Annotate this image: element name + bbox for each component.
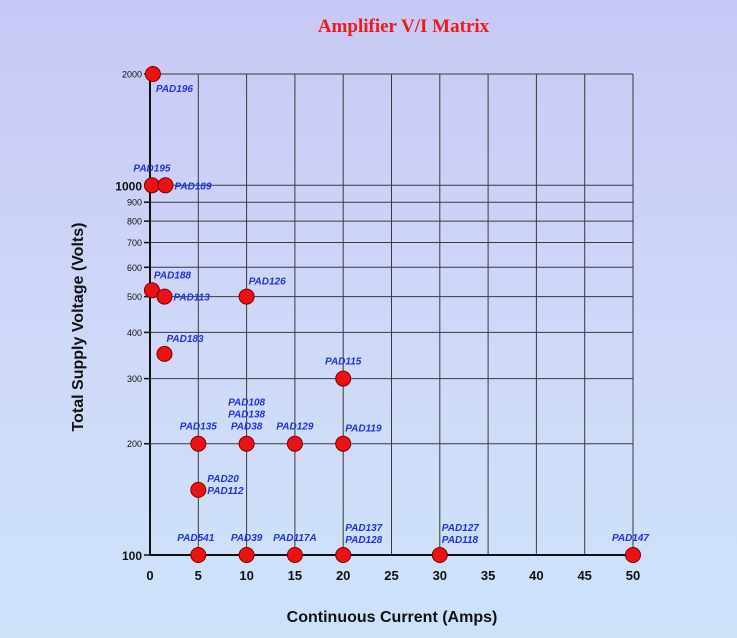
x-tick-label: 35 bbox=[481, 568, 495, 583]
point-label: PAD38 bbox=[231, 422, 263, 433]
point-label: PAD188 bbox=[154, 270, 191, 281]
x-tick-label: 5 bbox=[195, 568, 202, 583]
point-label: PAD126 bbox=[249, 277, 286, 288]
y-tick-label: 500 bbox=[127, 292, 142, 302]
y-tick-label: 800 bbox=[127, 217, 142, 227]
point-label: PAD135 bbox=[180, 422, 217, 433]
point-label: PAD183 bbox=[166, 334, 203, 345]
data-point bbox=[335, 370, 352, 387]
x-tick-label: 15 bbox=[288, 568, 302, 583]
point-label: PAD39 bbox=[231, 533, 263, 544]
data-point bbox=[238, 288, 255, 305]
x-tick-label: 0 bbox=[146, 568, 153, 583]
data-point bbox=[157, 177, 174, 194]
data-point bbox=[156, 345, 173, 362]
point-label: PAD119 bbox=[345, 424, 382, 435]
point-label: PAD138 bbox=[228, 410, 265, 421]
point-label: PAD128 bbox=[345, 535, 382, 546]
point-label: PAD195 bbox=[133, 163, 170, 174]
point-label: PAD118 bbox=[442, 535, 479, 546]
point-label: PAD127 bbox=[442, 523, 479, 534]
y-tick-label: 1000 bbox=[115, 179, 142, 193]
point-label: PAD117A bbox=[273, 533, 317, 544]
data-point bbox=[335, 435, 352, 452]
data-point bbox=[335, 547, 352, 563]
y-tick-label: 700 bbox=[127, 238, 142, 248]
data-point bbox=[143, 177, 160, 194]
data-point bbox=[190, 481, 207, 498]
point-label: PAD20 bbox=[207, 474, 239, 485]
data-point bbox=[238, 547, 255, 563]
y-tick-label: 200 bbox=[127, 439, 142, 449]
point-label: PAD196 bbox=[156, 84, 193, 95]
point-label: PAD189 bbox=[174, 181, 211, 192]
data-point bbox=[143, 282, 160, 299]
point-label: PAD108 bbox=[228, 398, 265, 409]
point-label: PAD137 bbox=[345, 523, 382, 534]
chart-title: Amplifier V/I Matrix bbox=[317, 16, 490, 37]
data-point bbox=[286, 547, 303, 563]
point-label: PAD113 bbox=[173, 293, 210, 304]
y-tick-label: 600 bbox=[127, 263, 142, 273]
x-tick-label: 10 bbox=[239, 568, 253, 583]
data-point bbox=[190, 435, 207, 452]
y-tick-label: 300 bbox=[127, 374, 142, 384]
data-point bbox=[238, 435, 255, 452]
x-tick-label: 45 bbox=[577, 568, 591, 583]
data-point bbox=[156, 288, 173, 305]
x-tick-label: 50 bbox=[626, 568, 640, 583]
data-point bbox=[286, 435, 303, 452]
x-tick-label: 30 bbox=[433, 568, 447, 583]
point-label: PAD129 bbox=[276, 422, 313, 433]
data-point bbox=[190, 547, 207, 563]
y-axis-title: Total Supply Voltage (Volts) bbox=[70, 223, 87, 432]
y-tick-label: 900 bbox=[127, 198, 142, 208]
x-axis-title: Continuous Current (Amps) bbox=[287, 609, 498, 626]
x-tick-label: 40 bbox=[529, 568, 543, 583]
y-tick-label: 400 bbox=[127, 328, 142, 338]
data-point bbox=[144, 66, 161, 82]
data-point bbox=[625, 547, 641, 563]
x-tick-label: 25 bbox=[384, 568, 398, 583]
y-tick-label: 2000 bbox=[122, 70, 142, 80]
point-label: PAD147 bbox=[612, 533, 649, 544]
point-label: PAD112 bbox=[207, 486, 244, 497]
point-label: PAD541 bbox=[177, 533, 214, 544]
point-label: PAD115 bbox=[325, 357, 362, 368]
x-tick-label: 20 bbox=[336, 568, 350, 583]
y-tick-label: 100 bbox=[122, 549, 142, 563]
data-point bbox=[431, 547, 448, 563]
